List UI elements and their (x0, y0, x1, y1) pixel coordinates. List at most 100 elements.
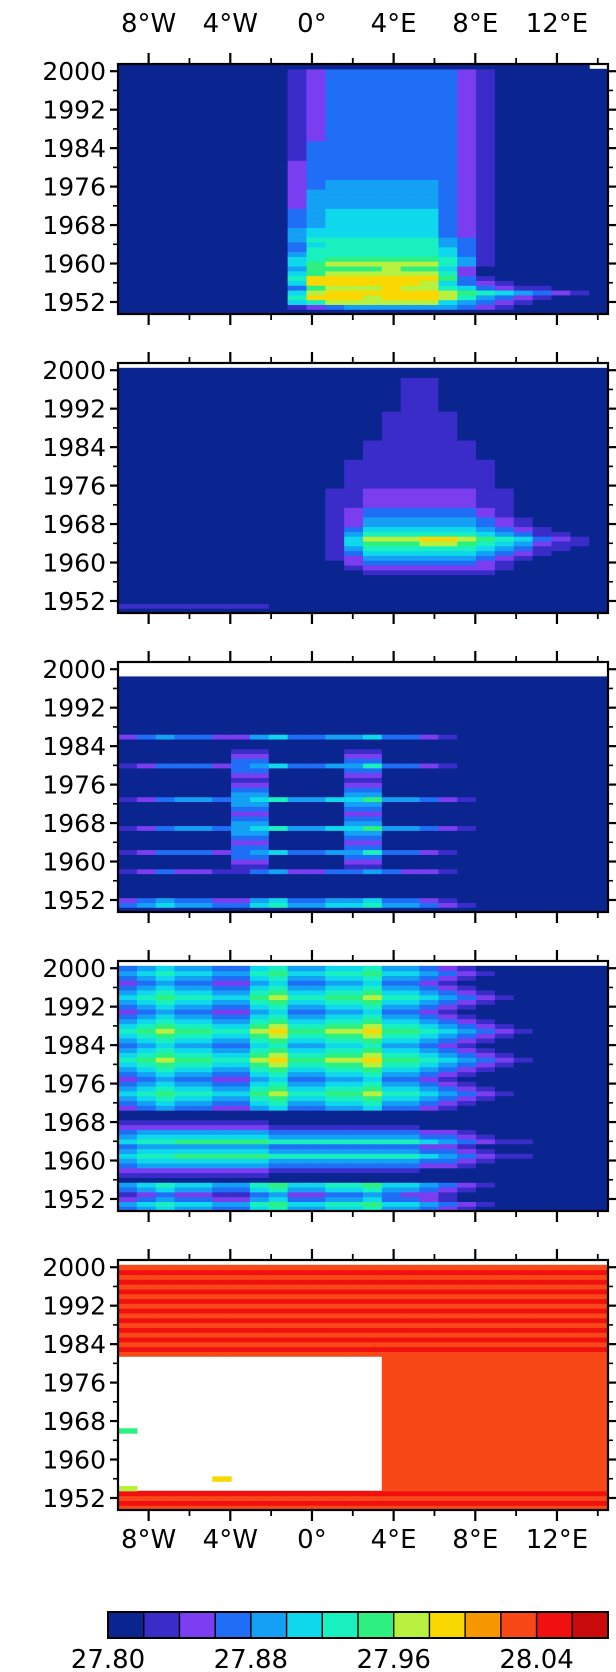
heatmap-cell (155, 92, 176, 99)
heatmap-cell (494, 483, 515, 489)
heatmap-cell (532, 690, 553, 697)
heatmap-cell (249, 217, 270, 224)
heatmap-cell (570, 1172, 590, 1178)
heatmap-cell (476, 112, 496, 118)
heatmap-cell (494, 772, 515, 778)
heatmap-cell (570, 681, 590, 687)
heatmap-cell (513, 145, 534, 152)
heatmap-cell (381, 676, 402, 682)
heatmap-cell (212, 859, 232, 865)
heatmap-cell (589, 608, 609, 614)
heatmap-cell (513, 377, 534, 383)
heatmap-cell (193, 815, 213, 822)
heatmap-cell (249, 88, 270, 94)
heatmap-cell (532, 1148, 553, 1154)
heatmap-cell (268, 1172, 289, 1178)
heatmap-cell (136, 1201, 157, 1207)
heatmap-cell (231, 743, 251, 750)
heatmap-cell (494, 676, 515, 682)
heatmap-cell (381, 68, 402, 75)
heatmap-cell (438, 1158, 458, 1164)
heatmap-cell (325, 160, 345, 166)
heatmap-cell (589, 483, 609, 489)
heatmap-cell (532, 299, 553, 305)
heatmap-cell (400, 1090, 421, 1097)
heatmap-cell (589, 193, 609, 200)
heatmap-cell (231, 492, 251, 499)
heatmap-cell (212, 531, 232, 537)
heatmap-cell (363, 569, 383, 576)
heatmap-cell (551, 1206, 571, 1212)
heatmap-cell (457, 1158, 477, 1164)
heatmap-cell (193, 112, 213, 118)
heatmap-cell (231, 1162, 251, 1169)
heatmap-cell (287, 811, 308, 817)
heatmap-cell (268, 1167, 289, 1174)
heatmap-cell (400, 121, 421, 128)
heatmap-cell (136, 1134, 157, 1140)
heatmap-cell (155, 579, 176, 585)
heatmap-cell (381, 107, 402, 113)
heatmap-cell (287, 729, 308, 735)
heatmap-cell (457, 564, 477, 571)
heatmap-cell (363, 406, 383, 412)
heatmap-cell (155, 1167, 176, 1174)
heatmap-cell (306, 270, 326, 277)
heatmap-cell (193, 1076, 213, 1082)
heatmap-cell (551, 1124, 571, 1130)
heatmap-cell (589, 164, 609, 171)
heatmap-cell (513, 762, 534, 769)
heatmap-cell (532, 782, 553, 788)
heatmap-cell (136, 714, 157, 721)
heatmap-cell (381, 1124, 402, 1130)
heatmap-cell (268, 492, 289, 499)
heatmap-cell (344, 174, 364, 180)
heatmap-cell (551, 473, 571, 479)
heatmap-cell (570, 1119, 590, 1126)
heatmap-cell (363, 907, 383, 913)
heatmap-cell (212, 1153, 232, 1159)
heatmap-cell (438, 1134, 458, 1140)
heatmap-cell (287, 588, 308, 595)
heatmap-cell (419, 839, 439, 846)
heatmap-cell (551, 227, 571, 233)
heatmap-cell (287, 787, 308, 793)
heatmap-cell (344, 584, 364, 590)
heatmap-cell (589, 444, 609, 451)
heatmap-cell (438, 584, 458, 590)
heatmap-cell (136, 411, 157, 417)
heatmap-cell (155, 1153, 176, 1159)
heatmap-cell (306, 854, 326, 860)
heatmap-cell (419, 483, 439, 489)
heatmap-cell (136, 806, 157, 812)
heatmap-cell (287, 1177, 308, 1183)
heatmap-cell (287, 560, 308, 566)
heatmap-cell (532, 203, 553, 209)
heatmap-cell (193, 420, 213, 427)
heatmap-cell (306, 289, 326, 296)
heatmap-cell (363, 88, 383, 94)
heatmap-cell (381, 304, 402, 310)
heatmap-cell (400, 507, 421, 513)
heatmap-cell (476, 377, 496, 383)
heatmap-cell (363, 415, 383, 422)
heatmap-cell (174, 280, 194, 286)
heatmap-cell (287, 1081, 308, 1087)
heatmap-cell (570, 536, 590, 542)
heatmap-cell (136, 1172, 157, 1178)
heatmap-cell (419, 830, 439, 836)
heatmap-cell (381, 502, 402, 508)
heatmap-cell (476, 545, 496, 552)
heatmap-cell (419, 160, 439, 166)
heatmap-cell (325, 811, 345, 817)
heatmap-cell (513, 1153, 534, 1159)
heatmap-cell (476, 78, 496, 84)
heatmap-cell (438, 425, 458, 431)
heatmap-cell (212, 497, 232, 504)
heatmap-cell (476, 439, 496, 446)
heatmap-cell (494, 873, 515, 879)
heatmap-cell (155, 574, 176, 580)
heatmap-cell (551, 854, 571, 860)
heatmap-cell (589, 1061, 609, 1068)
heatmap-cell (174, 246, 194, 253)
